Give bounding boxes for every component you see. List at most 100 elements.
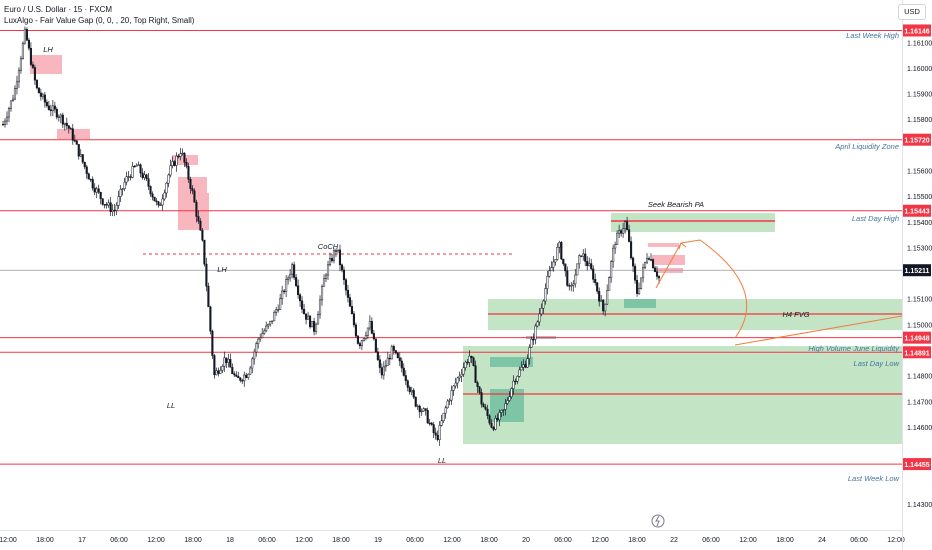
price-tag [903, 133, 931, 146]
candle-body [97, 188, 100, 193]
level-label: Last Week Low [848, 474, 900, 483]
candle-body [49, 109, 52, 112]
candle-body [221, 366, 224, 371]
candle-body [297, 285, 300, 296]
price-tag-label: 1.14948 [904, 336, 929, 343]
candle-body [350, 306, 353, 315]
candle-body [612, 247, 615, 262]
candle-body [532, 339, 535, 341]
candle-body [271, 320, 274, 322]
candle-body [510, 388, 513, 398]
x-tick-label: 06:00 [258, 537, 276, 544]
candle-body [279, 298, 282, 310]
candle-body [562, 258, 565, 265]
bullish-fvg-zone [611, 213, 775, 232]
candle-body [384, 365, 387, 368]
y-tick-label: 1.14600 [907, 425, 932, 432]
candle-body [207, 285, 210, 308]
x-tick-label: 20 [522, 537, 530, 544]
candle-body [412, 390, 415, 398]
candle-body [458, 375, 461, 379]
candle-body [81, 154, 84, 163]
candle-body [179, 153, 182, 157]
candle-body [358, 343, 361, 347]
candle-body [141, 172, 144, 178]
bearish-fvg-zone [178, 177, 207, 193]
candle-body [352, 313, 355, 326]
candle-body [462, 367, 465, 375]
candle-body [43, 94, 46, 103]
candle-body [578, 255, 581, 265]
x-tick-label: 17 [78, 537, 86, 544]
candle-body [177, 155, 180, 158]
candle-body [428, 422, 431, 425]
candle-body [314, 323, 318, 332]
candle-body [121, 188, 124, 190]
y-tick-label: 1.16000 [907, 66, 932, 73]
candle-body [632, 257, 635, 267]
candle-body [614, 244, 617, 249]
candle-body [534, 325, 537, 340]
candle-body [153, 196, 156, 202]
chart-annotation: H4 FVG [782, 310, 809, 319]
candle-body [263, 330, 266, 334]
candle-body [225, 357, 228, 363]
candle-body [502, 409, 505, 411]
candle-body [402, 367, 405, 376]
candle-body [496, 417, 499, 421]
y-tick-label: 1.15300 [907, 245, 932, 252]
candle-body [636, 280, 639, 294]
candle-body [388, 357, 391, 360]
candle-body [227, 359, 230, 363]
candle-body [11, 98, 15, 102]
candle-body [105, 204, 108, 206]
candle-body [544, 288, 547, 302]
candle-body [398, 357, 401, 362]
candle-body [362, 338, 365, 341]
candle-body [47, 105, 50, 110]
candle-body [125, 176, 128, 183]
candle-body [309, 315, 312, 328]
candle-body [316, 314, 320, 325]
time-axis-separator [0, 530, 902, 531]
candle-body [436, 434, 439, 440]
x-tick-label: 22 [670, 537, 678, 544]
candle-body [191, 188, 194, 192]
candle-body [372, 333, 375, 340]
x-tick-label: 18:00 [184, 537, 202, 544]
indicator-legend[interactable]: LuxAlgo - Fair Value Gap (0, 0, , 20, To… [4, 16, 195, 25]
candle-body [169, 165, 172, 176]
symbol-title: Euro / U.S. Dollar · 15 · FXCM [4, 5, 113, 14]
candle-body [253, 351, 256, 360]
price-tag-label: 1.14455 [904, 462, 929, 469]
candle-body [173, 161, 176, 166]
candle-body [99, 192, 102, 199]
y-tick-label: 1.15600 [907, 168, 932, 175]
candle-body [420, 410, 423, 413]
candle-body [199, 220, 202, 231]
candle-body [201, 229, 204, 241]
x-tick-label: 18:00 [628, 537, 646, 544]
candle-body [468, 355, 471, 363]
candle-body [73, 140, 76, 142]
candle-body [404, 375, 407, 381]
candle-body [215, 370, 218, 376]
x-tick-label: 12:00 [591, 537, 609, 544]
candle-body [370, 321, 373, 334]
bearish-fvg-zone [652, 255, 685, 265]
candle-body [275, 309, 278, 313]
candle-body [382, 366, 385, 376]
x-tick-label: 18:00 [36, 537, 54, 544]
candle-body [27, 39, 30, 49]
candle-body [472, 357, 475, 366]
candle-body [281, 290, 284, 300]
candle-body [119, 188, 122, 197]
candle-body [37, 87, 40, 94]
currency-button[interactable]: USD [898, 4, 926, 20]
candle-body [380, 367, 383, 376]
level-label: High Volume June Liquidity [808, 344, 900, 353]
candle-body [127, 176, 130, 178]
candle-body [318, 299, 322, 315]
chart-annotation: Seek Bearish PA [648, 200, 704, 209]
